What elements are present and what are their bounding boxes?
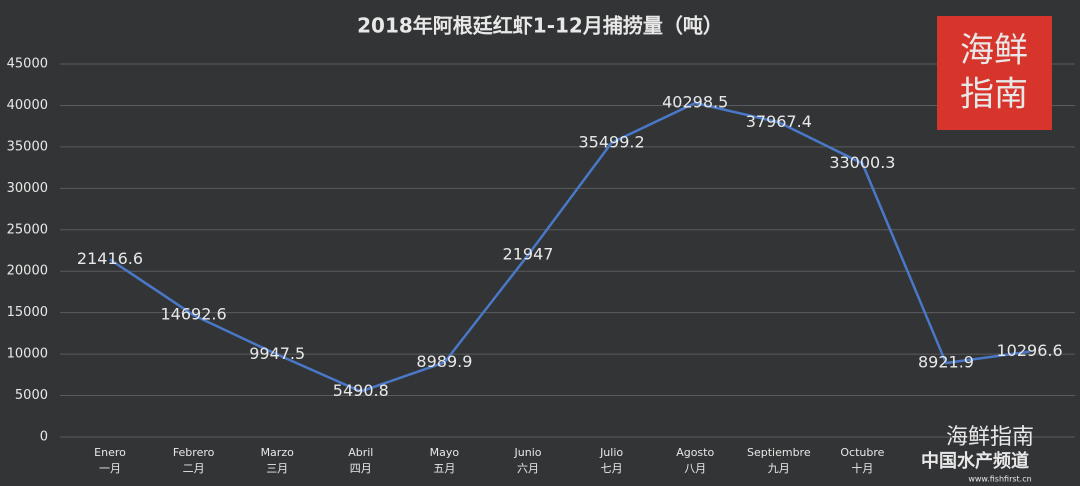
data-label: 37967.4: [746, 112, 812, 131]
x-tick-label: Agosto: [676, 446, 714, 459]
y-tick-label: 10000: [7, 347, 48, 362]
logo-text: 指南: [960, 75, 1028, 115]
x-tick-sublabel: 五月: [433, 462, 455, 475]
y-tick-label: 20000: [7, 264, 48, 279]
data-label: 35499.2: [579, 132, 645, 151]
data-label: 8989.9: [416, 352, 472, 371]
logo-box: [937, 16, 1052, 130]
x-tick-sublabel: 三月: [266, 462, 288, 475]
watermark-channel: 中国水产频道: [921, 450, 1029, 472]
data-label: 33000.3: [829, 153, 895, 172]
y-tick-label: 5000: [15, 388, 48, 403]
watermark-site: www.fishfirst.cn: [968, 475, 1031, 484]
logo-text: 海鲜: [960, 31, 1028, 71]
x-tick-label: Enero: [94, 446, 126, 459]
x-tick-label: Septiembre: [747, 446, 811, 459]
x-tick-sublabel: 四月: [350, 462, 372, 475]
data-label: 14692.6: [161, 305, 227, 324]
y-tick-label: 45000: [7, 57, 48, 72]
y-tick-label: 40000: [7, 98, 48, 113]
y-tick-label: 25000: [7, 222, 48, 237]
x-tick-label: Febrero: [173, 446, 215, 459]
data-label: 8921.9: [918, 353, 974, 372]
x-tick-label: Julio: [599, 446, 623, 459]
x-tick-sublabel: 二月: [183, 462, 205, 475]
x-tick-sublabel: 八月: [684, 462, 706, 475]
watermark-name: 海鲜指南: [946, 425, 1034, 450]
data-label: 40298.5: [662, 92, 728, 111]
y-tick-label: 0: [40, 430, 48, 445]
chart-title: 2018年阿根廷红虾1-12月捕捞量（吨）: [357, 14, 723, 38]
data-label: 21416.6: [77, 249, 143, 268]
x-tick-label: Abril: [348, 446, 373, 459]
data-label: 21947: [503, 245, 554, 264]
data-line: [109, 101, 1030, 393]
plot: 0 5000 10000 15000 20000 25000 30000 35000 40000…: [7, 57, 1075, 475]
x-tick-label: Octubre: [840, 446, 884, 459]
x-tick-sublabel: 七月: [601, 462, 623, 475]
y-tick-label: 15000: [7, 305, 48, 320]
data-label: 5490.8: [333, 381, 389, 400]
data-label: 10296.6: [997, 341, 1063, 360]
x-tick-label: Marzo: [261, 446, 295, 459]
x-tick-label: Junio: [514, 446, 542, 459]
x-tick-sublabel: 六月: [517, 462, 539, 475]
x-tick-sublabel: 十月: [851, 461, 873, 475]
x-tick-sublabel: 九月: [768, 462, 790, 475]
x-tick-sublabel: 一月: [99, 462, 121, 475]
logo: 海鲜 指南: [937, 16, 1052, 130]
x-tick-label: Mayo: [430, 446, 460, 459]
y-tick-label: 30000: [7, 181, 48, 196]
y-tick-label: 35000: [7, 139, 48, 154]
data-label: 9947.5: [249, 344, 305, 363]
